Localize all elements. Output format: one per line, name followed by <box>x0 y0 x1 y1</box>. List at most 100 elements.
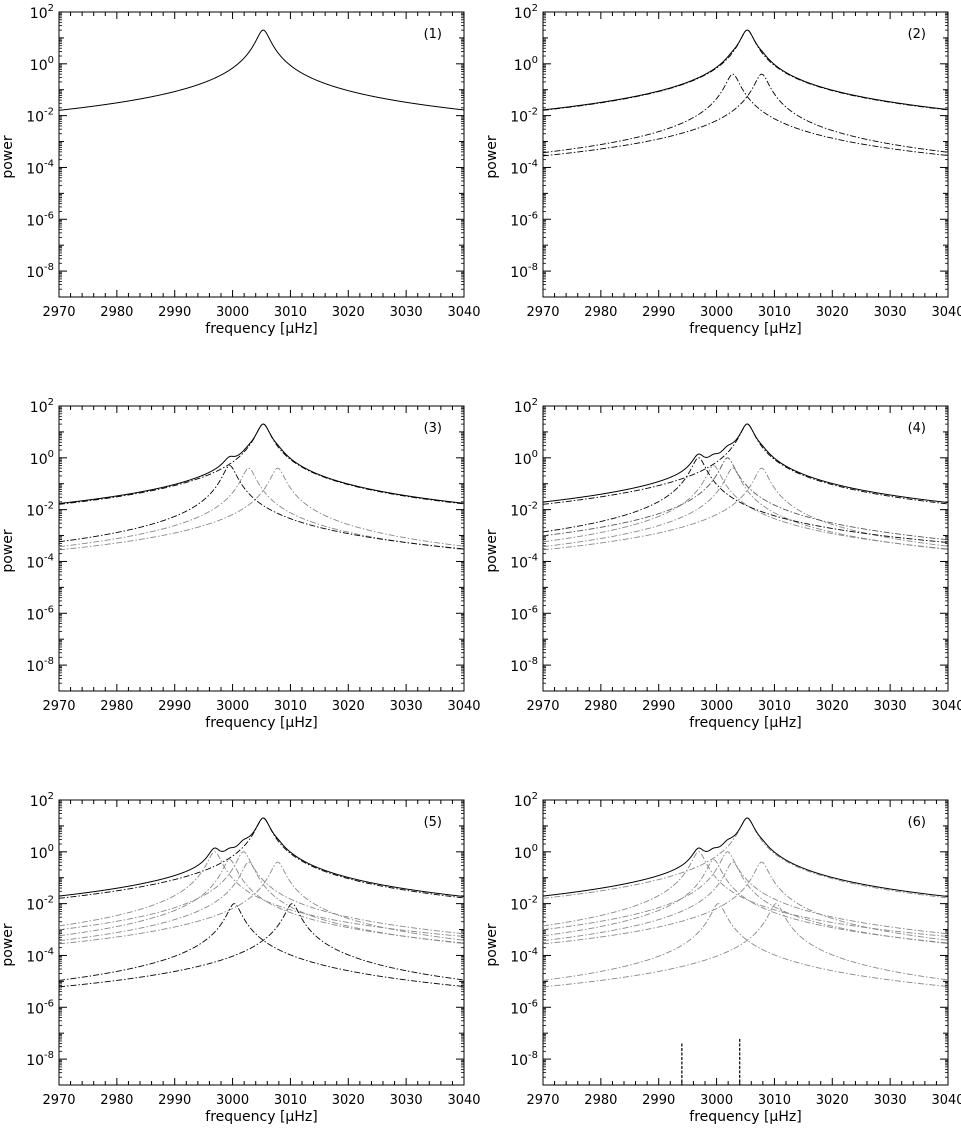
y-tick-exponent: -6 <box>528 604 538 615</box>
y-tick-label: 10-8 <box>26 1050 54 1069</box>
y-tick-base: 10 <box>30 6 48 22</box>
x-tick-label: 2990 <box>158 1093 191 1108</box>
y-tick-label: 10-8 <box>510 262 538 281</box>
y-tick-exponent: -8 <box>44 262 54 273</box>
x-tick-label: 2970 <box>526 699 559 714</box>
y-axis-label: power <box>0 135 16 179</box>
x-tick-label: 2980 <box>584 305 617 320</box>
y-tick-exponent: -2 <box>44 107 54 118</box>
x-axis-label: frequency [μHz] <box>205 1109 317 1125</box>
component-curve <box>543 861 948 945</box>
plot-frame <box>542 11 949 298</box>
y-tick-base: 10 <box>26 265 44 281</box>
x-tick-label: 3030 <box>390 305 423 320</box>
y-tick-base: 10 <box>510 949 528 965</box>
x-tick-label: 2990 <box>158 305 191 320</box>
x-tick-label: 3030 <box>874 1093 907 1108</box>
x-axis-label: frequency [μHz] <box>689 321 801 337</box>
x-tick-label: 3000 <box>216 1093 249 1108</box>
x-tick-label: 3030 <box>874 699 907 714</box>
x-tick-label: 3010 <box>274 305 307 320</box>
component-curve <box>543 817 948 899</box>
panel-label: (6) <box>908 815 926 830</box>
y-tick-exponent: 0 <box>532 449 538 460</box>
panel-4: 2970 2980 2990 3000 3010 3020 3030 304010210010… <box>484 397 961 731</box>
y-tick-exponent: -4 <box>44 552 54 563</box>
x-tick-label: 2980 <box>100 699 133 714</box>
y-tick-label: 10-2 <box>510 501 538 520</box>
y-tick-base: 10 <box>26 161 44 177</box>
y-tick-exponent: -4 <box>528 158 538 169</box>
y-tick-label: 102 <box>30 791 54 810</box>
panel-label: (1) <box>424 27 442 42</box>
x-tick-label: 3000 <box>216 305 249 320</box>
y-tick-label: 10-8 <box>26 262 54 281</box>
component-curve <box>59 903 464 988</box>
x-tick-label: 3020 <box>816 1093 849 1108</box>
y-tick-label: 10-2 <box>26 501 54 520</box>
y-tick-exponent: -2 <box>44 501 54 512</box>
y-tick-exponent: -8 <box>44 1050 54 1061</box>
component-curve <box>543 29 948 111</box>
x-tick-label: 2980 <box>100 305 133 320</box>
x-tick-label: 2980 <box>584 699 617 714</box>
y-tick-exponent: 2 <box>532 791 538 802</box>
x-tick-label: 3000 <box>700 699 733 714</box>
x-tick-label: 3040 <box>931 305 961 320</box>
y-tick-label: 100 <box>514 449 538 468</box>
y-tick-exponent: 0 <box>532 843 538 854</box>
plot-frame <box>58 799 465 1086</box>
plot-frame <box>58 405 465 692</box>
x-tick-label: 3020 <box>332 1093 365 1108</box>
y-tick-exponent: -4 <box>528 552 538 563</box>
y-tick-exponent: 2 <box>532 397 538 408</box>
y-tick-exponent: 2 <box>48 791 54 802</box>
plot-frame <box>542 405 949 692</box>
y-tick-label: 10-4 <box>510 552 538 571</box>
curves <box>543 29 948 157</box>
model-curve <box>59 29 464 111</box>
y-tick-exponent: -6 <box>528 210 538 221</box>
y-tick-label: 10-6 <box>510 604 538 623</box>
y-tick-exponent: -2 <box>528 501 538 512</box>
component-curve <box>59 465 464 550</box>
model-curve <box>59 423 464 504</box>
panel-label: (3) <box>424 421 442 436</box>
y-tick-label: 10-2 <box>510 107 538 126</box>
y-tick-exponent: -6 <box>528 998 538 1009</box>
component-curve <box>543 851 948 935</box>
model-curve <box>59 817 464 898</box>
x-tick-label: 3040 <box>931 1093 961 1108</box>
y-tick-exponent: 0 <box>48 55 54 66</box>
x-tick-label: 3010 <box>274 699 307 714</box>
y-tick-label: 100 <box>30 449 54 468</box>
component-curve <box>543 851 948 937</box>
y-tick-base: 10 <box>26 110 44 126</box>
y-axis-label: power <box>484 529 500 573</box>
y-tick-exponent: 2 <box>48 397 54 408</box>
y-tick-base: 10 <box>26 213 44 229</box>
x-tick-label: 3040 <box>447 699 480 714</box>
y-tick-base: 10 <box>510 607 528 623</box>
component-curve <box>59 903 464 987</box>
x-tick-label: 3030 <box>874 305 907 320</box>
y-tick-label: 10-8 <box>510 1050 538 1069</box>
y-tick-label: 10-6 <box>26 604 54 623</box>
component-curve <box>543 859 948 944</box>
component-curve <box>543 467 948 551</box>
y-tick-label: 100 <box>514 843 538 862</box>
curves <box>543 423 948 551</box>
y-tick-label: 10-4 <box>510 946 538 965</box>
x-tick-label: 3000 <box>700 305 733 320</box>
y-tick-label: 10-4 <box>26 946 54 965</box>
component-curve <box>543 73 948 156</box>
y-tick-base: 10 <box>514 452 532 468</box>
y-tick-base: 10 <box>30 846 48 862</box>
y-tick-base: 10 <box>510 555 528 571</box>
x-axis-label: frequency [μHz] <box>205 715 317 731</box>
x-tick-label: 3010 <box>758 699 791 714</box>
x-tick-label: 3010 <box>274 1093 307 1108</box>
x-axis-label: frequency [μHz] <box>689 1109 801 1125</box>
y-tick-base: 10 <box>30 400 48 416</box>
